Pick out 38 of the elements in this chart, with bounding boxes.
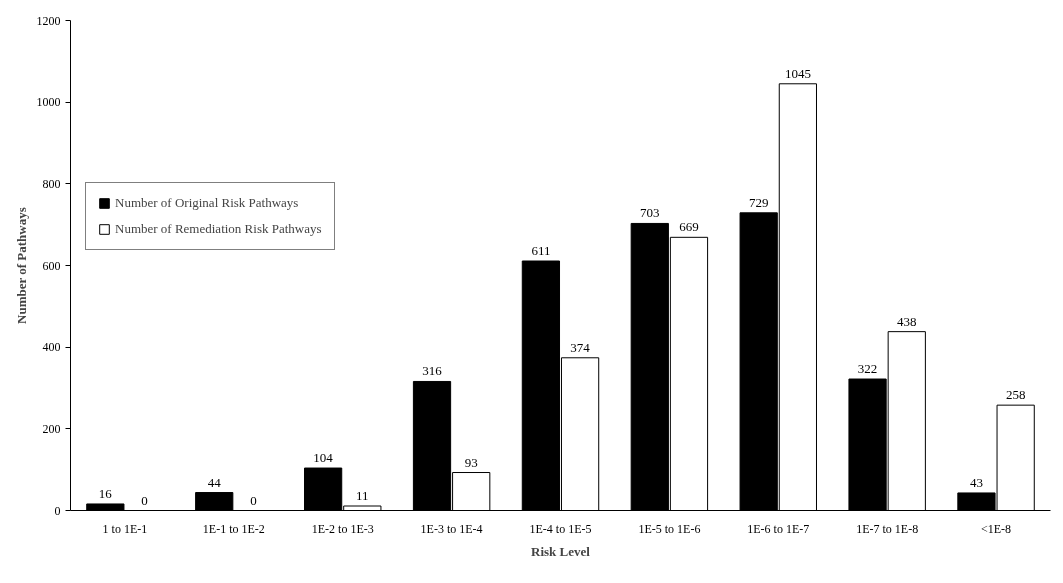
x-tick-label: 1E-6 to 1E-7 — [747, 521, 810, 536]
x-tick-label: 1E-5 to 1E-6 — [638, 521, 701, 536]
data-label: 44 — [207, 474, 222, 490]
data-label: 438 — [897, 313, 917, 329]
x-tick-label: 1E-1 to 1E-2 — [202, 521, 265, 536]
data-label: 43 — [969, 474, 983, 490]
y-tick-label: 0 — [54, 503, 61, 518]
data-label: 669 — [679, 219, 699, 235]
legend-label: Number of Remediation Risk Pathways — [115, 221, 322, 237]
y-tick-label: 200 — [42, 421, 61, 436]
data-label: 729 — [748, 194, 769, 210]
x-tick-label: 1E-7 to 1E-8 — [856, 521, 919, 536]
data-label: 11 — [356, 488, 369, 504]
y-tick-label: 400 — [42, 340, 61, 355]
data-label: 374 — [570, 339, 591, 355]
legend-label: Number of Original Risk Pathways — [115, 195, 299, 211]
data-label: 611 — [531, 243, 551, 259]
data-label: 316 — [422, 363, 443, 379]
y-tick-label: 1000 — [36, 95, 61, 110]
y-axis-title: Number of Pathways — [13, 207, 29, 324]
data-label: 104 — [313, 450, 334, 466]
data-label: 93 — [464, 454, 478, 470]
data-label: 703 — [640, 205, 660, 221]
y-tick-label: 800 — [42, 176, 61, 191]
data-label: 1045 — [784, 65, 811, 81]
x-tick-label: 1 to 1E-1 — [102, 521, 148, 536]
y-tick-label: 1200 — [36, 13, 61, 28]
data-label: 16 — [98, 485, 113, 501]
data-label: 322 — [857, 361, 878, 377]
data-label: 0 — [250, 492, 257, 508]
y-tick-label: 600 — [42, 258, 61, 273]
x-tick-label: 1E-3 to 1E-4 — [420, 521, 483, 536]
data-label: 0 — [141, 492, 148, 508]
data-label: 258 — [1005, 387, 1026, 403]
x-tick-label: <1E-8 — [981, 521, 1012, 536]
x-tick-label: 1E-2 to 1E-3 — [311, 521, 374, 536]
x-axis-title: Risk Level — [531, 543, 591, 559]
x-tick-label: 1E-4 to 1E-5 — [529, 521, 592, 536]
